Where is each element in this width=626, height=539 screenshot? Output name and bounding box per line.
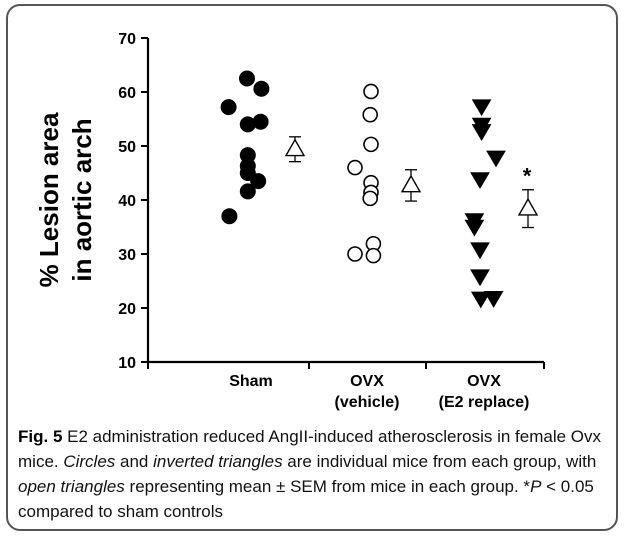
- significance-asterisk: *: [523, 164, 532, 189]
- caption-segment: Circles: [63, 452, 116, 471]
- data-point-inverted-triangle: [471, 124, 492, 141]
- caption-text: E2 administration reduced AngII-induced …: [18, 427, 601, 521]
- mean-open-triangle: [400, 174, 422, 193]
- data-point-open-circle: [363, 83, 379, 100]
- y-tick-label: 30: [118, 247, 136, 264]
- scatter-chart: 10 20 30 40 50 60 70 Sham OVX (vehicle) OVX (E2 rep…: [34, 31, 545, 411]
- data-point-inverted-triangle: [471, 99, 492, 117]
- y-tick-label: 40: [118, 193, 136, 210]
- y-axis-label-line2: in aortic arch: [67, 118, 97, 281]
- data-point-filled-circle: [220, 99, 237, 116]
- data-marks: *: [220, 70, 539, 309]
- data-point-filled-circle: [239, 70, 255, 87]
- caption-segment: and: [115, 452, 154, 471]
- data-point-open-circle: [362, 190, 379, 207]
- data-point-open-circle: [347, 246, 363, 262]
- data-point-inverted-triangle: [470, 269, 490, 287]
- x-tick-label: (E2 replace): [439, 394, 530, 411]
- y-axis-label: % Lesion area in aortic arch: [34, 112, 97, 287]
- caption-segment: E2 administration reduced AngII-induced …: [18, 427, 602, 471]
- y-tick-label: 50: [118, 139, 136, 156]
- axes: 10 20 30 40 50 60 70 Sham OVX (vehicle) OVX (E2 rep…: [118, 31, 545, 411]
- y-tick-label: 60: [118, 85, 136, 102]
- data-point-filled-circle: [253, 80, 270, 97]
- y-axis-label-line1: % Lesion area: [34, 112, 64, 287]
- caption-figure-label: Fig. 5: [18, 427, 63, 446]
- data-point-open-circle: [347, 159, 363, 176]
- caption-segment: inverted triangles: [153, 452, 283, 471]
- data-point-inverted-triangle: [486, 150, 506, 168]
- caption-segment: < 0.05 compared to sham controls: [18, 477, 594, 521]
- data-point-filled-circle: [252, 113, 269, 130]
- mean-open-triangle: [284, 138, 306, 157]
- data-point-inverted-triangle: [470, 242, 490, 260]
- data-point-filled-circle: [221, 208, 238, 225]
- data-point-inverted-triangle: [464, 219, 485, 237]
- data-point-inverted-triangle: [483, 291, 504, 308]
- data-point-open-circle: [365, 247, 382, 264]
- figure-caption: Fig. 5 E2 administration reduced AngII-i…: [18, 424, 608, 524]
- data-point-open-circle: [362, 106, 379, 123]
- caption-segment: representing mean ± SEM from mice in eac…: [124, 477, 531, 496]
- x-tick-label: Sham: [229, 373, 273, 390]
- data-point-filled-circle: [239, 183, 256, 200]
- y-tick-label: 10: [118, 355, 136, 372]
- x-tick-label: OVX: [350, 373, 384, 390]
- caption-segment: open triangles: [18, 477, 125, 496]
- figure-frame: [6, 4, 618, 531]
- data-point-open-circle: [363, 136, 379, 153]
- data-point-inverted-triangle: [470, 291, 491, 309]
- x-tick-label: (vehicle): [335, 394, 400, 411]
- data-point-inverted-triangle: [470, 172, 490, 190]
- data-point-filled-circle: [250, 173, 267, 190]
- caption-segment: P: [530, 477, 542, 496]
- y-tick-label: 70: [118, 31, 136, 48]
- mean-open-triangle: [517, 197, 539, 216]
- y-tick-label: 20: [118, 301, 136, 318]
- caption-segment: are individual mice from each group, wit…: [282, 452, 597, 471]
- x-tick-label: OVX: [467, 373, 501, 390]
